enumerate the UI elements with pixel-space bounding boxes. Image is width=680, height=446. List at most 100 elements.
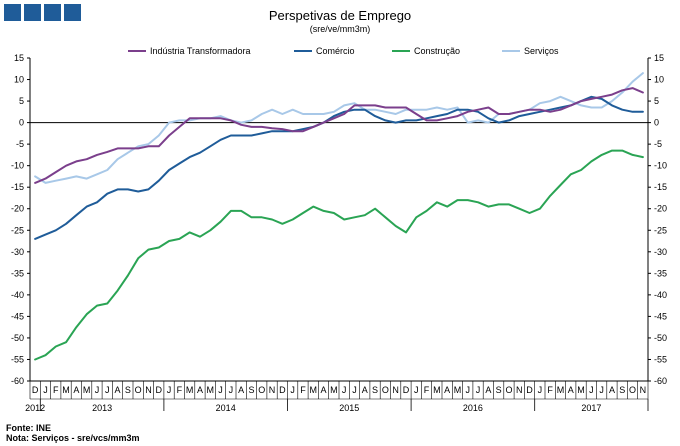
month-label: M [433, 385, 441, 395]
month-label: M [207, 385, 215, 395]
y-tick-label-left: -50 [11, 333, 24, 343]
y-tick-label-right: -35 [654, 268, 667, 278]
chart-legend: Indústria Transformadora Comércio Constr… [0, 46, 680, 58]
month-label: O [135, 385, 142, 395]
month-label: S [125, 385, 131, 395]
month-label: D [403, 385, 410, 395]
year-label: 2016 [463, 403, 483, 413]
series-line-constru-o [34, 149, 644, 361]
y-tick-label-right: -45 [654, 311, 667, 321]
month-label: M [186, 385, 194, 395]
legend-label: Serviços [524, 46, 559, 56]
month-label: J [167, 385, 172, 395]
logo-block [4, 4, 21, 21]
month-label: F [547, 385, 553, 395]
logo-block [64, 4, 81, 21]
month-label: M [577, 385, 585, 395]
month-label: J [105, 385, 110, 395]
month-label: J [229, 385, 234, 395]
series-line-ind-stria-transformadora [34, 87, 644, 184]
month-label: D [156, 385, 163, 395]
month-label: N [516, 385, 523, 395]
ine-logo [4, 4, 81, 21]
y-tick-label-left: -20 [11, 204, 24, 214]
month-label: J [342, 385, 347, 395]
month-label: A [362, 385, 368, 395]
y-tick-label-right: 15 [654, 53, 664, 63]
y-tick-label-left: -10 [11, 161, 24, 171]
year-label: 2012 [25, 403, 45, 413]
y-tick-label-right: -55 [654, 354, 667, 364]
month-label: J [476, 385, 481, 395]
month-label: J [466, 385, 471, 395]
month-label: J [589, 385, 594, 395]
y-tick-label-right: -40 [654, 290, 667, 300]
y-tick-label-right: 10 [654, 75, 664, 85]
month-label: N [392, 385, 399, 395]
y-tick-label-left: -5 [16, 139, 24, 149]
month-label: A [485, 385, 491, 395]
y-tick-label-left: -55 [11, 354, 24, 364]
month-label: J [599, 385, 604, 395]
month-label: S [372, 385, 378, 395]
legend-swatch [294, 50, 312, 52]
y-tick-label-right: -50 [654, 333, 667, 343]
legend-label: Indústria Transformadora [150, 46, 251, 56]
month-label: D [32, 385, 39, 395]
month-label: J [290, 385, 295, 395]
y-tick-label-left: 5 [19, 96, 24, 106]
month-label: O [258, 385, 265, 395]
series-line-servi-os [34, 72, 644, 184]
month-label: F [300, 385, 306, 395]
legend-item-servicos: Serviços [502, 46, 559, 56]
month-label: J [414, 385, 419, 395]
y-tick-label-left: 15 [14, 53, 24, 63]
month-label: D [279, 385, 286, 395]
month-label: O [629, 385, 636, 395]
month-label: O [382, 385, 389, 395]
chart-title: Perspetivas de Emprego [268, 8, 412, 23]
year-label: 2017 [581, 403, 601, 413]
series-line-com-rcio [34, 95, 644, 240]
month-label: J [43, 385, 48, 395]
legend-label: Comércio [316, 46, 355, 56]
legend-swatch [392, 50, 410, 52]
source-note: Fonte: INE [6, 423, 51, 433]
year-label: 2015 [339, 403, 359, 413]
y-tick-label-right: -25 [654, 225, 667, 235]
y-tick-label-right: -30 [654, 247, 667, 257]
y-tick-label-left: -15 [11, 182, 24, 192]
month-label: A [444, 385, 450, 395]
month-label: N [640, 385, 647, 395]
month-label: S [619, 385, 625, 395]
month-label: N [145, 385, 152, 395]
month-label: M [83, 385, 91, 395]
month-label: O [505, 385, 512, 395]
month-label: F [53, 385, 59, 395]
legend-item-comercio: Comércio [294, 46, 355, 56]
legend-swatch [128, 50, 146, 52]
month-label: M [310, 385, 318, 395]
y-tick-label-right: -60 [654, 376, 667, 386]
y-tick-label-left: 10 [14, 75, 24, 85]
month-label: A [115, 385, 121, 395]
logo-block [44, 4, 61, 21]
methodology-note: Nota: Serviços - sre/vcs/mm3m [6, 433, 140, 443]
y-tick-label-left: -40 [11, 290, 24, 300]
y-tick-label-right: -5 [654, 139, 662, 149]
y-tick-label-right: -15 [654, 182, 667, 192]
month-label: S [248, 385, 254, 395]
legend-item-industria: Indústria Transformadora [128, 46, 251, 56]
year-label: 2013 [92, 403, 112, 413]
month-label: J [538, 385, 543, 395]
month-label: M [330, 385, 338, 395]
month-label: F [424, 385, 430, 395]
y-tick-label-left: -25 [11, 225, 24, 235]
chart-subtitle: (sre/ve/mm3m) [309, 24, 371, 34]
y-tick-label-left: -60 [11, 376, 24, 386]
month-label: J [95, 385, 100, 395]
y-tick-label-right: 5 [654, 96, 659, 106]
legend-swatch [502, 50, 520, 52]
y-tick-label-left: 0 [19, 118, 24, 128]
month-label: M [454, 385, 462, 395]
